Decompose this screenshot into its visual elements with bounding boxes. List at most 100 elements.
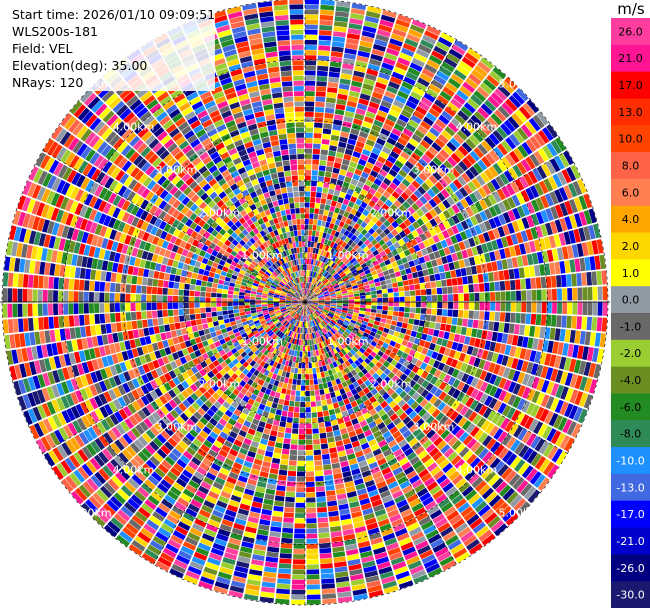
velocity-gate xyxy=(120,312,126,322)
velocity-gate xyxy=(380,182,389,190)
velocity-gate xyxy=(319,14,334,21)
velocity-gate xyxy=(270,526,282,533)
velocity-gate xyxy=(305,297,310,302)
velocity-gate xyxy=(499,281,506,291)
velocity-gate xyxy=(537,339,544,351)
velocity-gate xyxy=(445,486,458,497)
velocity-gate xyxy=(569,389,579,404)
velocity-gate xyxy=(417,450,428,460)
velocity-gate xyxy=(545,208,554,221)
velocity-gate xyxy=(463,510,477,522)
velocity-gate xyxy=(492,498,505,511)
velocity-gate xyxy=(305,65,316,71)
velocity-gate xyxy=(309,283,313,290)
velocity-gate xyxy=(371,294,377,299)
velocity-gate xyxy=(322,311,328,315)
velocity-gate xyxy=(469,399,479,411)
velocity-gate xyxy=(433,250,441,259)
velocity-gate xyxy=(478,233,486,244)
velocity-gate xyxy=(453,133,465,145)
velocity-gate xyxy=(291,384,297,391)
velocity-gate xyxy=(418,353,426,362)
velocity-gate xyxy=(353,309,360,314)
velocity-gate xyxy=(417,326,424,333)
velocity-gate xyxy=(292,564,305,570)
velocity-gate xyxy=(539,326,546,339)
velocity-gate xyxy=(573,407,583,422)
velocity-gate xyxy=(414,446,425,456)
velocity-gate xyxy=(334,21,348,28)
velocity-gate xyxy=(350,178,358,186)
velocity-gate xyxy=(534,351,542,364)
velocity-gate xyxy=(330,303,337,306)
velocity-gate xyxy=(309,291,314,297)
velocity-gate xyxy=(496,238,504,249)
velocity-gate xyxy=(317,306,324,310)
velocity-gate xyxy=(418,172,428,182)
velocity-gate xyxy=(459,60,473,73)
velocity-gate xyxy=(435,455,447,466)
velocity-gate xyxy=(322,263,327,269)
velocity-gate xyxy=(395,217,403,225)
velocity-gate xyxy=(317,295,324,298)
velocity-gate xyxy=(451,278,458,286)
velocity-gate xyxy=(465,266,472,276)
velocity-gate xyxy=(489,457,501,470)
velocity-gate xyxy=(387,224,395,232)
velocity-gate xyxy=(546,289,552,301)
velocity-gate xyxy=(469,192,478,204)
velocity-gate xyxy=(330,217,337,224)
velocity-gate xyxy=(290,367,295,373)
velocity-gate xyxy=(369,266,376,273)
velocity-gate xyxy=(356,350,363,357)
velocity-gate xyxy=(305,80,316,86)
velocity-gate xyxy=(502,404,512,417)
velocity-gate xyxy=(351,329,358,335)
velocity-gate xyxy=(315,475,324,482)
velocity-gate xyxy=(400,508,413,518)
velocity-gate xyxy=(374,191,382,199)
velocity-gate xyxy=(467,118,479,130)
velocity-gate xyxy=(284,394,291,401)
velocity-gate xyxy=(363,20,378,29)
velocity-gate xyxy=(368,344,375,351)
velocity-gate xyxy=(409,526,422,537)
velocity-gate xyxy=(499,343,507,354)
velocity-gate xyxy=(274,447,282,454)
velocity-gate xyxy=(369,315,376,321)
velocity-gate xyxy=(441,404,451,415)
velocity-gate xyxy=(305,127,314,133)
velocity-gate xyxy=(472,319,479,329)
velocity-gate xyxy=(463,310,469,319)
velocity-gate xyxy=(540,209,549,223)
velocity-gate xyxy=(326,431,334,438)
velocity-gate xyxy=(364,379,372,387)
velocity-gate xyxy=(330,349,336,356)
velocity-gate xyxy=(369,246,377,253)
velocity-gate xyxy=(556,247,564,261)
velocity-gate xyxy=(501,186,511,198)
velocity-gate xyxy=(380,400,389,409)
velocity-gate xyxy=(365,161,374,170)
velocity-gate xyxy=(526,290,532,301)
velocity-gate xyxy=(348,342,355,349)
velocity-gate xyxy=(415,307,421,314)
velocity-gate xyxy=(293,373,298,380)
velocity-gate xyxy=(347,166,356,174)
velocity-gate xyxy=(431,308,437,315)
velocity-gate xyxy=(305,4,319,10)
velocity-gate xyxy=(436,474,448,485)
velocity-gate xyxy=(305,345,308,352)
velocity-gate xyxy=(388,439,398,448)
velocity-gate xyxy=(438,134,449,145)
velocity-gate xyxy=(372,365,379,372)
velocity-gate xyxy=(306,594,321,600)
velocity-gate xyxy=(391,277,397,283)
velocity-gate xyxy=(372,43,386,52)
velocity-gate xyxy=(479,292,485,301)
velocity-gate xyxy=(312,313,317,319)
velocity-gate xyxy=(499,248,506,260)
velocity-gate xyxy=(526,302,532,313)
velocity-gate xyxy=(488,272,494,282)
velocity-gate xyxy=(506,258,514,269)
